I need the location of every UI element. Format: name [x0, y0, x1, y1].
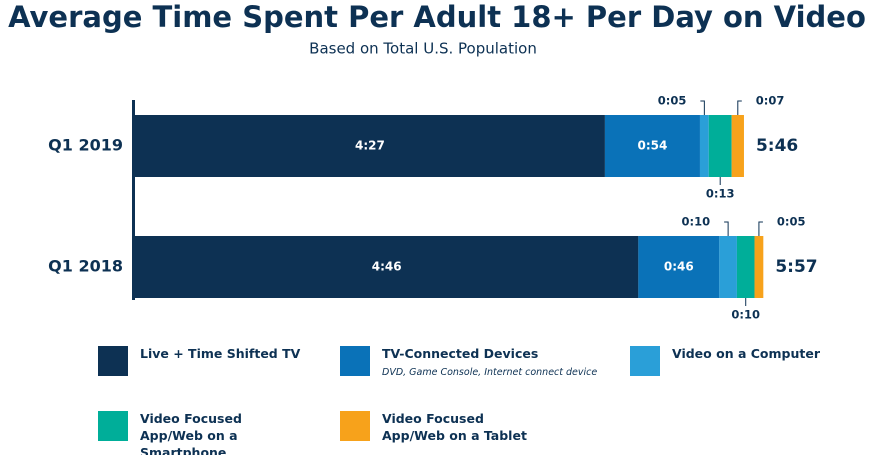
legend-item: Video Focused App/Web on a Smartphone: [98, 410, 305, 455]
leader-line: [724, 221, 729, 236]
leader-line: [758, 221, 763, 236]
legend-text: Live + Time Shifted TV: [140, 345, 305, 362]
value-label: 0:10: [682, 215, 711, 229]
legend-swatch: [98, 411, 128, 441]
value-label: 0:07: [756, 94, 785, 108]
bar-segment: [731, 115, 744, 177]
value-label: 0:05: [777, 215, 806, 229]
bar-segment: [604, 115, 700, 177]
legend-item: Video on a Computer: [630, 345, 837, 376]
bar-segment: [708, 115, 732, 177]
legend-swatch: [340, 346, 370, 376]
value-label: 4:46: [372, 260, 402, 274]
value-label: 0:54: [638, 139, 668, 153]
legend-note: DVD, Game Console, Internet connect devi…: [382, 367, 598, 378]
bar-segment: [699, 115, 709, 177]
value-label: 0:10: [731, 308, 760, 322]
chart: Average Time Spent Per Adult 18+ Per Day…: [8, 0, 866, 322]
legend-label: Video Focused App/Web on a Smartphone: [140, 411, 242, 455]
legend-swatch: [340, 411, 370, 441]
value-label: 0:05: [658, 94, 687, 108]
legend-text: Video Focused App/Web on a Smartphone: [140, 410, 305, 455]
chart-title: Average Time Spent Per Adult 18+ Per Day…: [8, 0, 866, 34]
legend-item: TV-Connected Devices DVD, Game Console, I…: [340, 345, 612, 381]
bar-segment: [135, 236, 639, 298]
chart-subtitle: Based on Total U.S. Population: [309, 40, 537, 58]
category-label: Q1 2018: [48, 257, 123, 276]
total-label: 5:46: [756, 136, 798, 156]
bar-segment: [754, 236, 764, 298]
bar-segment: [638, 236, 720, 298]
legend-label: Video on a Computer: [672, 346, 820, 361]
legend-label: Live + Time Shifted TV: [140, 346, 301, 361]
leader-line: [737, 100, 742, 115]
legend-text: TV-Connected Devices DVD, Game Console, I…: [382, 345, 612, 381]
legend-item: Live + Time Shifted TV: [98, 345, 305, 376]
legend-swatch: [630, 346, 660, 376]
value-label: 0:13: [706, 187, 735, 201]
legend-text: Video on a Computer: [672, 345, 837, 362]
legend-text: Video Focused App/Web on a Tablet: [382, 410, 547, 444]
bar-segment: [736, 236, 755, 298]
category-label: Q1 2019: [48, 136, 123, 155]
legend-label: TV-Connected Devices: [382, 346, 539, 361]
bar-segment: [719, 236, 737, 298]
bar-segment: [135, 115, 605, 177]
leader-line: [700, 100, 705, 115]
legend-swatch: [98, 346, 128, 376]
value-label: 0:46: [664, 260, 694, 274]
legend-item: Video Focused App/Web on a Tablet: [340, 410, 547, 444]
value-label: 4:27: [355, 139, 385, 153]
legend-label: Video Focused App/Web on a Tablet: [382, 411, 527, 443]
total-label: 5:57: [775, 257, 817, 277]
